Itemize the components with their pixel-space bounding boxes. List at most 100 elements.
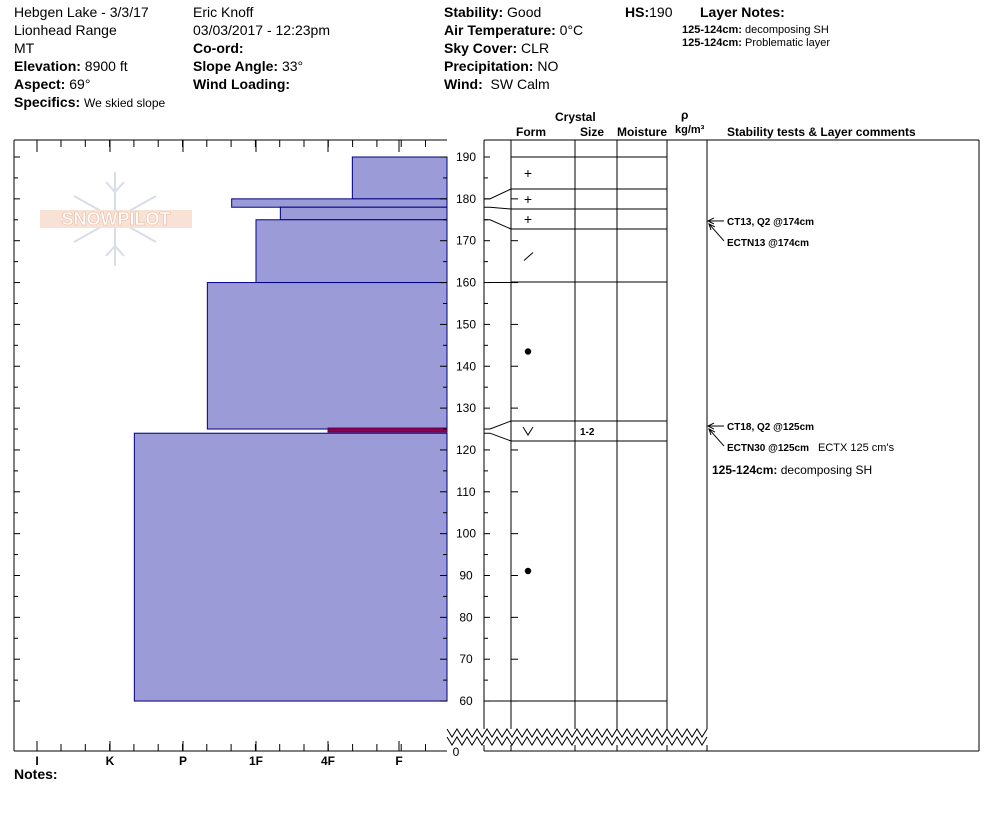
- slope-value: 33°: [281, 58, 304, 74]
- depth-label: 190: [456, 150, 476, 164]
- layer-note-text: Problematic layer: [745, 37, 830, 49]
- air-temp-label: Air Temperature:: [444, 22, 556, 38]
- coord-label: Co-ord:: [193, 40, 244, 56]
- boundary-connector: [484, 432, 512, 442]
- slope-angle: Slope Angle: 33°: [193, 58, 303, 74]
- moisture-header: Moisture: [617, 125, 668, 139]
- new-snow-symbol: +: [524, 165, 532, 181]
- specifics-label: Specifics:: [14, 94, 81, 110]
- faceted-grain-symbol: [523, 252, 534, 261]
- boundary-connector: [484, 206, 512, 210]
- boundary-connector: [484, 420, 512, 430]
- test-pointer: [708, 223, 725, 242]
- comments-header: Stability tests & Layer comments: [727, 125, 916, 139]
- depth-label: 90: [459, 569, 473, 583]
- axis-break-line: [446, 728, 708, 738]
- density-unit-header: kg/m³: [675, 124, 705, 136]
- size-header: Size: [580, 125, 605, 139]
- depth-hoar-symbol: [522, 426, 534, 436]
- depth-label: 180: [456, 192, 476, 206]
- test-arrowhead: [708, 222, 716, 231]
- axis-break: [446, 728, 708, 746]
- layer-comment-range: 125-124cm:: [712, 463, 778, 477]
- depth-labels: 190 180 170 160 150 140 130 120 110 100 90 80 70 60 0: [453, 150, 477, 759]
- hardness-label: K: [106, 754, 115, 768]
- elevation: Elevation: 8900 ft: [14, 58, 128, 74]
- test-arrowhead: [708, 428, 716, 436]
- depth-label: 160: [456, 276, 476, 290]
- depth-label: 60: [459, 694, 473, 708]
- snowpilot-logo: [40, 172, 192, 266]
- stability-test-label: CT13, Q2 @174cm: [727, 217, 814, 228]
- depth-label: 170: [456, 234, 476, 248]
- elevation-label: Elevation:: [14, 58, 81, 74]
- layer-boundary-connectors: [484, 188, 512, 702]
- depth-label: 140: [456, 359, 476, 373]
- elevation-value: 8900 ft: [84, 58, 128, 74]
- hardness-labels: I K P 1F 4F F: [35, 754, 402, 768]
- hardness-label: 4F: [321, 754, 335, 768]
- location: Hebgen Lake - 3/3/17: [14, 4, 149, 20]
- hardness-layer: [206, 282, 448, 430]
- new-snow-symbol: +: [524, 211, 532, 227]
- test-arrowhead: [706, 217, 715, 225]
- depth-label: 80: [459, 610, 473, 624]
- round-grain-symbol: [524, 348, 532, 355]
- layer-comment-text: decomposing SH: [780, 463, 873, 477]
- stability-label: Stability:: [444, 4, 504, 20]
- hardness-label: P: [179, 754, 187, 768]
- hs-value: 190: [649, 4, 673, 20]
- form-header: Form: [516, 125, 546, 139]
- new-snow-symbol: +: [524, 191, 532, 207]
- hardness-label: I: [35, 754, 38, 768]
- layer-comment: 125-124cm: decomposing SH: [712, 463, 872, 477]
- depth-label: 120: [456, 443, 476, 457]
- layer-note-range: 125-124cm:: [682, 37, 742, 49]
- hardness-layer: [351, 156, 448, 200]
- sky-label: Sky Cover:: [444, 40, 518, 56]
- air-temp-value: 0°C: [559, 22, 584, 38]
- test-arrowhead: [706, 422, 715, 430]
- hardness-chart: [13, 139, 447, 752]
- aspect: Aspect: 69°: [14, 76, 90, 92]
- wind: Wind: SW Calm: [444, 76, 550, 92]
- grain-row-lines: [511, 156, 667, 702]
- hs-label: HS:: [625, 4, 650, 20]
- range: Lionhead Range: [14, 22, 117, 38]
- axis-break-line: [446, 736, 708, 746]
- depth-label: 70: [459, 652, 473, 666]
- observer: Eric Knoff: [193, 4, 254, 20]
- grain-size-label: 1-2: [580, 427, 595, 438]
- hs: HS:190: [625, 4, 672, 20]
- wind-loading-label: Wind Loading:: [193, 76, 291, 92]
- hardness-layer: [279, 206, 448, 221]
- hardness-layers: [133, 156, 448, 702]
- round-grain-symbol: [524, 567, 532, 575]
- depth-label: 110: [456, 485, 475, 499]
- hardness-layer: [231, 198, 448, 208]
- wind-value: SW Calm: [490, 76, 550, 92]
- layer-note-text: decomposing SH: [745, 24, 829, 36]
- layer-note: 125-124cm: decomposing SH: [682, 24, 829, 37]
- slope-label: Slope Angle:: [193, 58, 279, 74]
- rho-header: ρ: [681, 108, 689, 122]
- hardness-layer: [255, 219, 448, 284]
- depth-label: 130: [456, 401, 476, 415]
- depth-label: 100: [456, 527, 476, 541]
- weak-layer: [327, 427, 448, 433]
- depth-label: 0: [453, 745, 460, 759]
- sky-cover: Sky Cover: CLR: [444, 40, 549, 56]
- grain-table: [483, 139, 980, 752]
- specifics-value: We skied slope: [84, 96, 166, 110]
- notes-label: Notes:: [14, 766, 58, 782]
- depth-label: 150: [456, 317, 476, 331]
- hardness-label: 1F: [249, 754, 263, 768]
- grain-symbols: + + +1-2: [522, 165, 595, 575]
- crystal-header: Crystal: [555, 110, 596, 124]
- layer-note-range: 125-124cm:: [682, 24, 742, 36]
- test-pointer: [708, 428, 725, 447]
- precipitation: Precipitation: NO: [444, 58, 558, 74]
- layer-notes-label: Layer Notes:: [700, 4, 785, 20]
- datetime: 03/03/2017 - 12:23pm: [193, 22, 330, 38]
